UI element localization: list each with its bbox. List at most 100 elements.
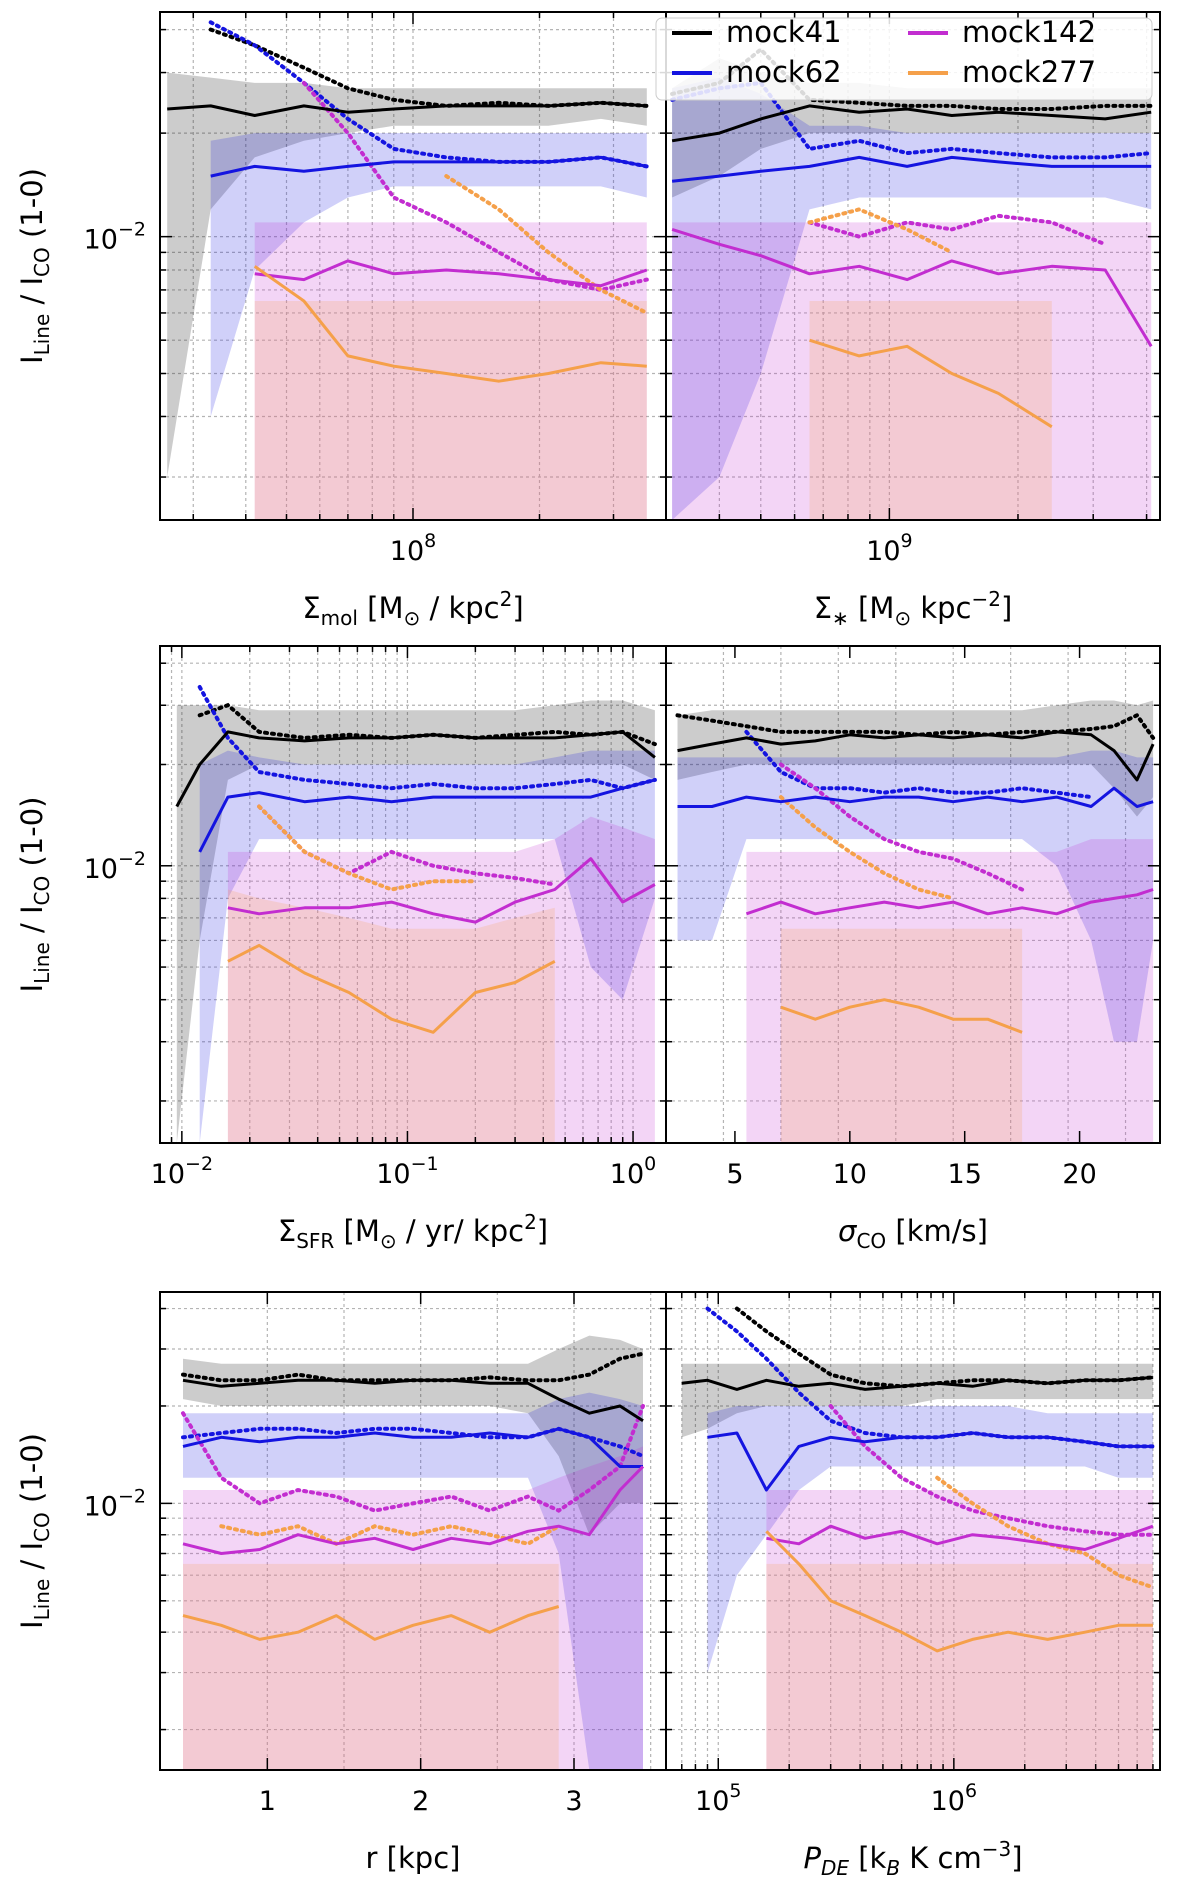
y-axis-label: ILine / ICO (1-0) [15, 797, 54, 993]
line-mock142 [745, 888, 1154, 916]
x-tick-label: 15 [948, 1159, 982, 1190]
x-tick-label: 10 [833, 1159, 867, 1190]
y-label-tail: (1-0) [15, 1433, 49, 1512]
legend-label-mock41: mock41 [726, 15, 842, 49]
x-tick-base: 10 [610, 1159, 644, 1190]
x-label-symbol: Σ [302, 591, 320, 625]
legend: mock41 mock62 mock142 mock277 [655, 15, 1153, 101]
panel-p1: 10 8 10−2 Σmol [M⊙ / kpc2] ILine / ICO (1-0) [15, 11, 667, 630]
y-tick-exponent: −2 [118, 848, 146, 870]
band-mock277 [183, 1563, 559, 1770]
line-mock277 [227, 943, 556, 1034]
line-mock142 [766, 1524, 1154, 1551]
band-mock41 [167, 72, 647, 477]
x-tick-label: 5 [726, 1159, 743, 1190]
x-tick-base: 10 [695, 1786, 729, 1817]
x-label-superscript: −3 [982, 1837, 1011, 1861]
line-mock277 [182, 1605, 560, 1641]
band-mock41 [183, 1335, 643, 1535]
y-label-subscript-2: CO [30, 876, 54, 906]
band-mock62 [199, 750, 655, 1143]
x-label-superscript: −2 [971, 587, 1000, 611]
dotted-line-mock142 [807, 213, 1108, 247]
line-mock41 [182, 1378, 644, 1423]
x-label-subscript: CO [856, 1229, 886, 1253]
line-mock62 [707, 1431, 1153, 1492]
dotted-line-mock142 [301, 80, 649, 292]
panel-frame [665, 11, 1161, 521]
x-label-superscript: 2 [524, 1210, 537, 1234]
band-mock142 [746, 839, 1154, 1143]
y-tick-label: 10−2 [84, 219, 146, 256]
x-label-text: [M [358, 591, 404, 625]
line-mock277 [780, 998, 1023, 1034]
x-label-subscript: ∗ [832, 606, 849, 630]
band-mock142 [766, 1490, 1153, 1770]
x-label-subscript-2: B [886, 1856, 900, 1880]
band-mock277 [780, 928, 1023, 1143]
x-tick-base: 10 [376, 1159, 410, 1190]
band-mock277 [227, 889, 555, 1143]
band-mock62 [183, 1392, 643, 1770]
y-axis-label: ILine / ICO (1-0) [15, 168, 54, 364]
x-tick-label: 1 [259, 1786, 276, 1817]
y-label-mid: / I [15, 1542, 49, 1579]
x-axis-label: Σmol [M⊙ / kpc2] [302, 587, 523, 630]
dotted-line-mock277 [778, 795, 956, 901]
x-axis-label: PDE [kB K cm−3] [803, 1837, 1022, 1880]
x-axis-label: Σ∗ [M⊙ kpc−2] [814, 587, 1013, 630]
x-tick-label: 10−1 [376, 1153, 438, 1190]
y-axis-label: ILine / ICO (1-0) [15, 1433, 54, 1629]
x-label-text: [km/s] [886, 1214, 988, 1248]
x-tick-base: 10 [151, 1159, 185, 1190]
x-tick-base: 15 [948, 1159, 982, 1190]
x-label-symbol: Σ [814, 591, 832, 625]
legend-label-mock142: mock142 [962, 15, 1096, 49]
line-mock41 [167, 101, 647, 117]
x-label-end: ] [537, 1214, 548, 1248]
line-mock277 [253, 265, 647, 383]
x-tick-label: 10−2 [151, 1153, 213, 1190]
x-label-symbol: σ [838, 1214, 858, 1248]
band-mock62 [672, 77, 1152, 520]
dotted-line-mock277 [807, 207, 954, 255]
band-mock277 [254, 301, 647, 520]
band-mock142 [672, 222, 1152, 520]
dotted-line-mock277 [219, 1524, 561, 1547]
x-label-text-2: K cm [900, 1841, 982, 1875]
line-mock41 [681, 1375, 1154, 1391]
line-mock62 [677, 786, 1154, 808]
plot-area [175, 685, 657, 1143]
x-tick-exponent: −1 [411, 1153, 439, 1175]
y-label-subscript: Line [30, 314, 54, 356]
legend-label-mock277: mock277 [962, 55, 1096, 89]
grid [160, 646, 666, 1143]
line-mock142 [254, 259, 648, 288]
x-axis-label: r [kpc] [366, 1841, 461, 1875]
x-tick-label: 106 [931, 1780, 977, 1817]
x-axis-label: σCO [km/s] [838, 1214, 988, 1253]
x-label-subscript-2: ⊙ [894, 606, 911, 630]
x-label-subscript: SFR [296, 1229, 334, 1253]
x-tick-base: 10 [866, 536, 900, 567]
plot-area [681, 1306, 1155, 1770]
line-mock41 [671, 104, 1152, 143]
x-label-subscript: DE [821, 1856, 849, 1880]
x-tick-base: 2 [412, 1786, 429, 1817]
y-tick-base: 10 [84, 225, 118, 256]
x-tick-exponent: 5 [729, 1780, 741, 1802]
x-label-symbol: r [366, 1841, 378, 1875]
x-tick-label: 3 [565, 1786, 582, 1817]
line-mock62 [182, 1427, 643, 1468]
y-label-subscript: Line [30, 942, 54, 984]
x-tick-exponent: 9 [901, 530, 913, 552]
x-tick-label: 20 [1062, 1159, 1096, 1190]
x-tick-exponent: 8 [424, 530, 436, 552]
panel-p5: 1 2 3 10−2 r [kpc] ILine / ICO (1-0) [15, 1291, 667, 1875]
band-mock277 [809, 301, 1052, 520]
panel-p4: 5 10 15 20 σCO [km/s] [665, 645, 1161, 1253]
dotted-line-mock142 [778, 762, 1025, 892]
ticks [665, 1292, 1160, 1770]
